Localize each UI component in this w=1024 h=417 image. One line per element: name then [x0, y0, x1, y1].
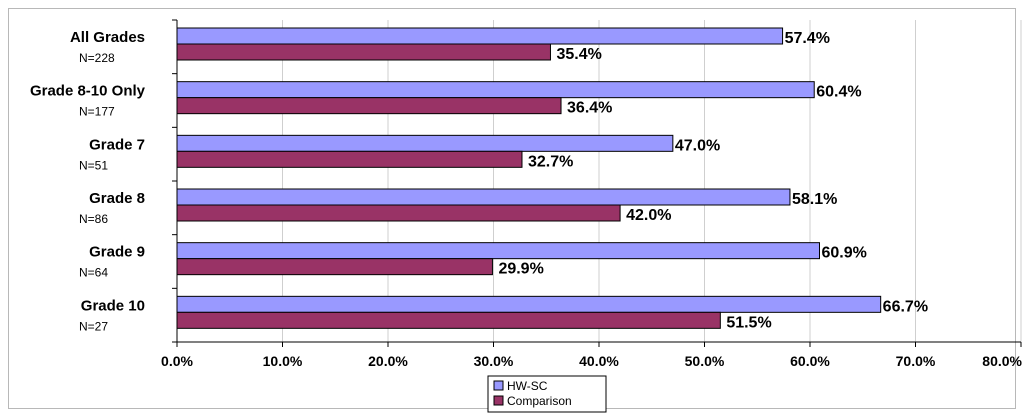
legend-label: Comparison — [507, 394, 572, 408]
category-n-label: N=51 — [79, 158, 108, 172]
bar-hw-sc — [176, 134, 674, 152]
x-tick-label: 20.0% — [368, 353, 408, 369]
x-tick-label: 70.0% — [896, 353, 936, 369]
category-label: Grade 8-10 Only — [30, 83, 146, 100]
bar-comparison — [176, 43, 551, 61]
category-label: Grade 7 — [89, 136, 145, 153]
x-tick-label: 80.0% — [982, 353, 1022, 369]
data-label: 57.4% — [785, 30, 830, 47]
data-label: 60.9% — [821, 245, 866, 262]
bar-hw-sc — [176, 27, 784, 45]
bar-comparison — [176, 204, 621, 222]
category-label: All Grades — [70, 29, 145, 46]
data-label: 58.1% — [792, 191, 837, 208]
legend-swatch — [493, 395, 504, 406]
data-label: 32.7% — [528, 153, 573, 170]
category-n-label: N=228 — [79, 51, 115, 65]
data-label: 42.0% — [626, 207, 671, 224]
bar-comparison — [176, 97, 562, 115]
bar-comparison — [176, 258, 493, 276]
data-label: 36.4% — [567, 100, 612, 117]
category-label: Grade 10 — [81, 297, 145, 314]
x-tick-label: 40.0% — [579, 353, 619, 369]
category-label: Grade 8 — [89, 190, 145, 207]
data-label: 51.5% — [726, 314, 771, 331]
x-tick-label: 10.0% — [263, 353, 303, 369]
bar-hw-sc — [176, 188, 791, 206]
bar-hw-sc — [176, 81, 815, 99]
x-tick-label: 50.0% — [685, 353, 725, 369]
data-label: 35.4% — [556, 46, 601, 63]
category-n-label: N=64 — [79, 266, 108, 280]
x-tick-label: 60.0% — [790, 353, 830, 369]
bar-comparison — [176, 150, 523, 168]
bar-hw-sc — [176, 295, 882, 313]
category-n-label: N=86 — [79, 212, 108, 226]
x-tick-label: 0.0% — [161, 353, 193, 369]
legend-label: HW-SC — [507, 379, 548, 393]
category-n-label: N=177 — [79, 105, 115, 119]
data-label: 29.9% — [498, 261, 543, 278]
legend-swatch — [493, 380, 504, 391]
bar-hw-sc — [176, 242, 820, 260]
data-label: 66.7% — [883, 298, 928, 315]
x-tick-label: 30.0% — [474, 353, 514, 369]
data-label: 47.0% — [675, 137, 720, 154]
bar-comparison — [176, 311, 721, 329]
legend-box — [487, 375, 607, 413]
category-n-label: N=27 — [79, 319, 108, 333]
category-label: Grade 9 — [89, 244, 145, 261]
data-label: 60.4% — [816, 84, 861, 101]
